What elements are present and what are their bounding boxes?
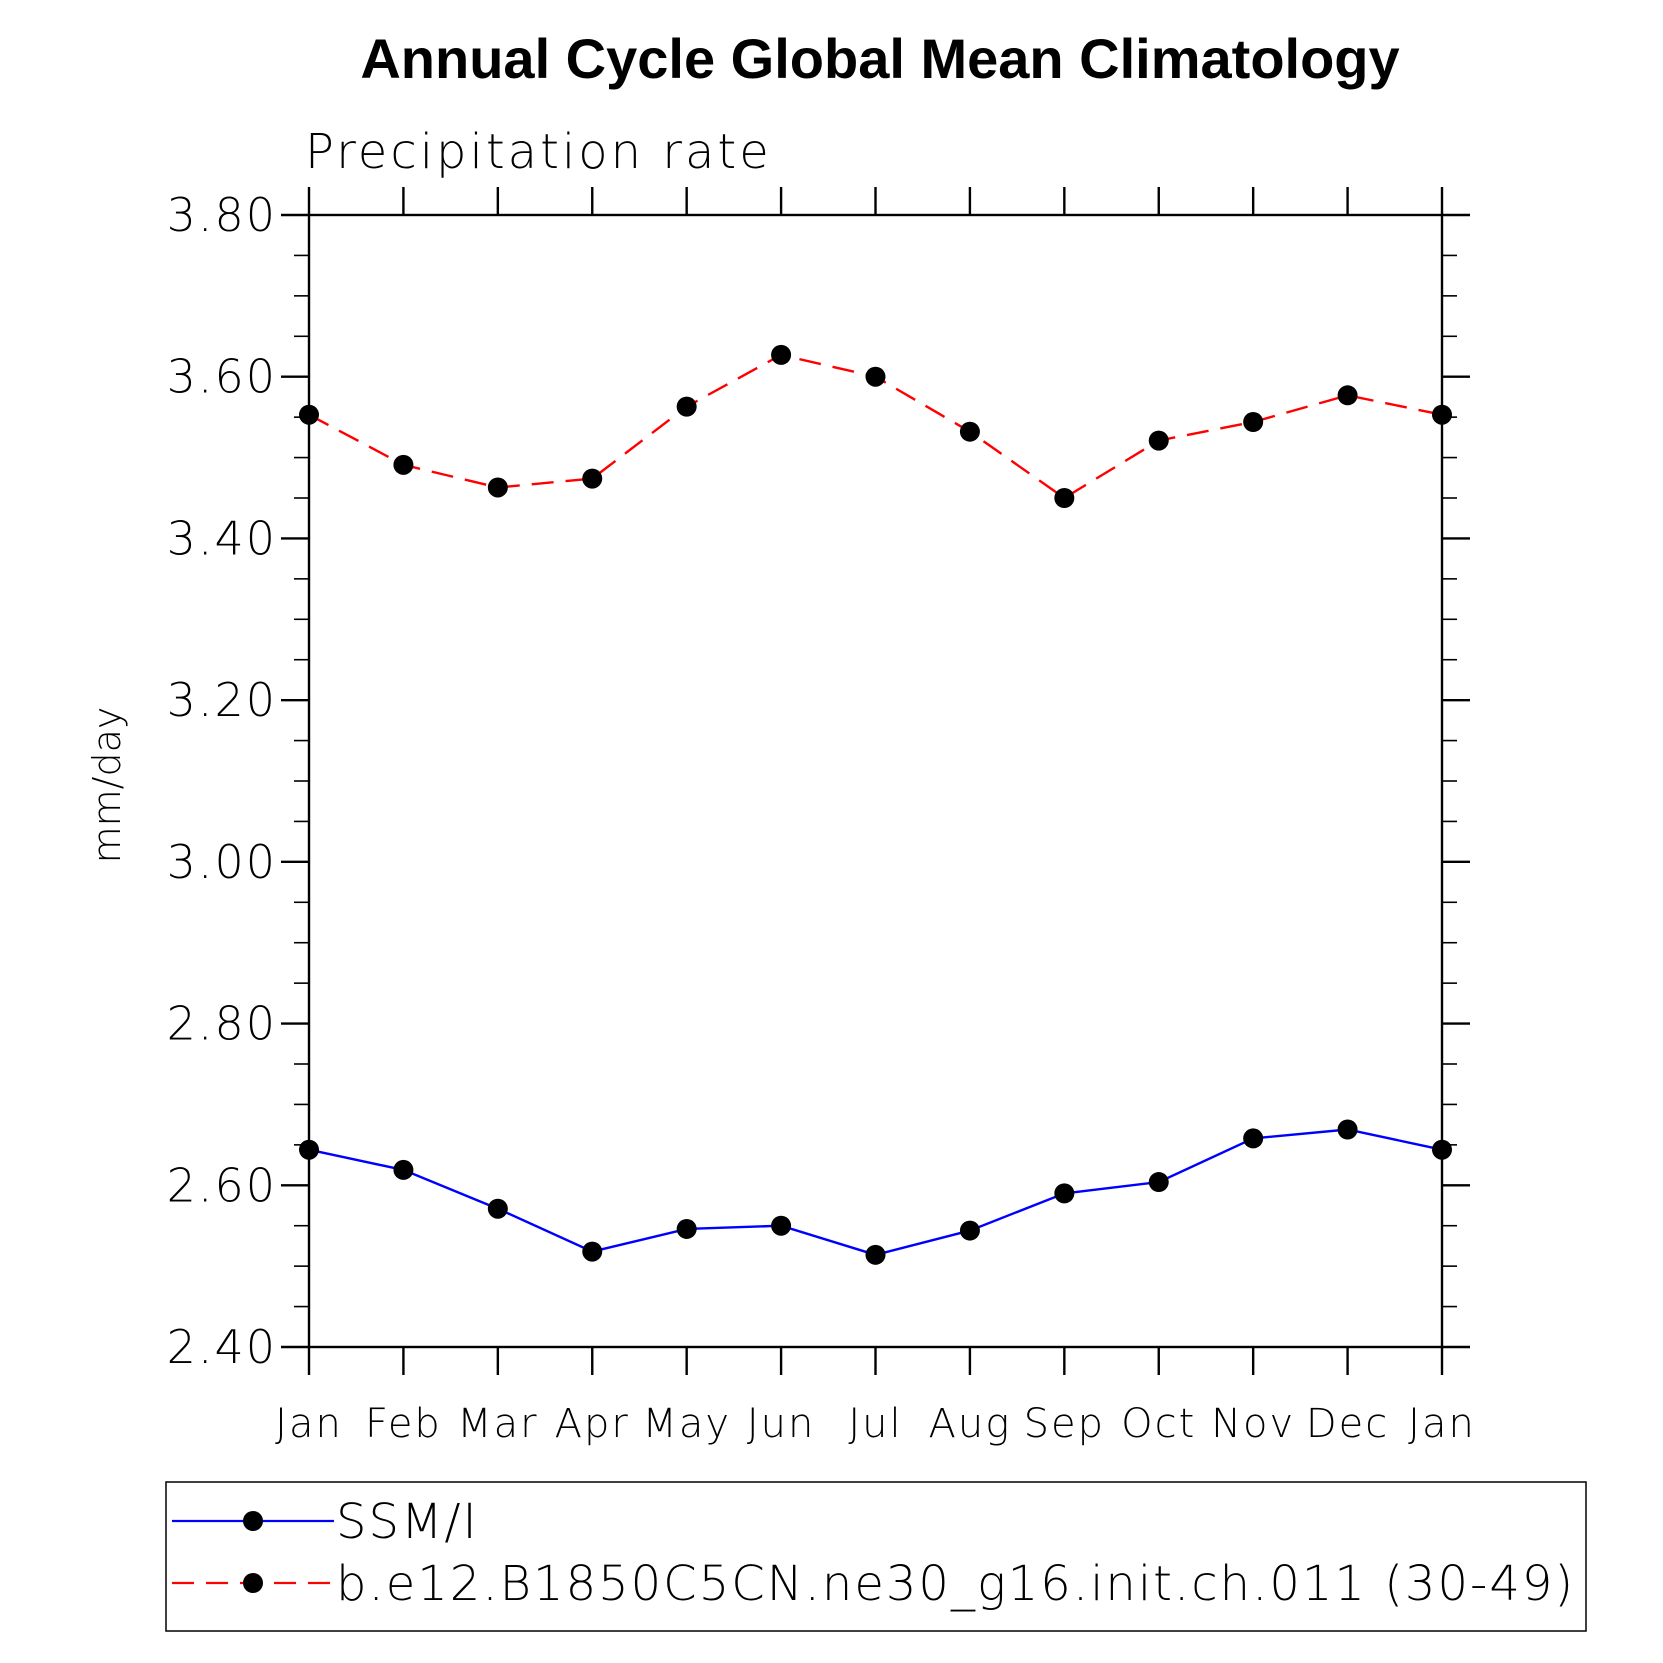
x-tick-label: Apr: [555, 1401, 630, 1447]
data-point-0-0: [299, 1139, 319, 1160]
series-layer: [299, 344, 1452, 1265]
data-point-1-5: [771, 344, 792, 365]
data-point-0-11: [1337, 1119, 1358, 1140]
data-point-0-3: [582, 1241, 603, 1262]
legend-label-ssmi: SSM/I: [336, 1494, 479, 1550]
data-point-1-8: [1054, 488, 1075, 508]
data-point-1-9: [1148, 430, 1169, 451]
data-point-1-1: [393, 454, 414, 475]
data-point-0-1: [393, 1159, 414, 1180]
x-tick-label: Jan: [275, 1401, 343, 1447]
y-tick-label: 2.60: [167, 1158, 277, 1212]
y-tick-label: 3.00: [167, 835, 277, 889]
x-tick-label: Sep: [1024, 1401, 1105, 1447]
x-tick-label: Mar: [457, 1401, 538, 1447]
data-point-1-7: [959, 421, 980, 442]
data-point-1-11: [1337, 385, 1358, 406]
data-point-0-7: [959, 1220, 980, 1241]
data-point-0-6: [865, 1244, 886, 1265]
x-tick-label: Oct: [1121, 1401, 1196, 1447]
chart-title: Annual Cycle Global Mean Climatology: [360, 27, 1399, 90]
data-point-0-2: [487, 1198, 508, 1219]
data-point-0-4: [676, 1218, 697, 1239]
y-tick-label: 3.60: [167, 350, 277, 404]
x-tick-label: Dec: [1306, 1401, 1389, 1447]
legend-box: [165, 1481, 1587, 1632]
data-point-0-8: [1054, 1183, 1075, 1204]
x-tick-label: Jul: [848, 1401, 902, 1447]
data-point-1-0: [299, 404, 319, 425]
data-point-1-10: [1243, 411, 1264, 432]
y-axis-label: mm/day: [85, 707, 129, 864]
y-tick-label: 3.40: [167, 511, 277, 565]
series-line-0: [308, 1128, 1443, 1257]
data-point-0-9: [1148, 1172, 1169, 1193]
legend-marker-model: [243, 1573, 263, 1593]
x-tick-label: Nov: [1211, 1401, 1295, 1447]
chart-subtitle: Precipitation rate: [305, 124, 772, 180]
data-point-1-3: [582, 468, 603, 489]
data-point-1-2: [487, 477, 508, 498]
x-tick-label: Aug: [929, 1401, 1012, 1447]
data-point-0-5: [771, 1215, 792, 1236]
data-point-0-12: [1432, 1139, 1452, 1160]
x-tick-label: Jan: [1408, 1401, 1476, 1447]
data-point-1-4: [676, 396, 697, 417]
y-tick-label: 2.80: [167, 997, 277, 1051]
data-point-1-6: [865, 366, 886, 387]
axes: 2.40 2.60 2.80 3.00 3.20 3.40 3.60 3.80 Jan Feb Ma…: [167, 187, 1476, 1447]
x-tick-label: Feb: [365, 1401, 442, 1447]
x-tick-label: May: [642, 1401, 731, 1447]
data-point-1-12: [1432, 404, 1452, 425]
legend-label-model: b.e12.B1850C5CN.ne30_g16.init.ch.011 (30…: [336, 1556, 1575, 1612]
legend-marker-ssmi: [243, 1511, 263, 1531]
data-point-0-10: [1243, 1128, 1264, 1149]
y-tick-label: 3.80: [167, 188, 277, 242]
y-tick-label: 3.20: [167, 673, 277, 727]
x-tick-label: Jun: [747, 1401, 816, 1447]
legend: SSM/I b.e12.B1850C5CN.ne30_g16.init.ch.0…: [165, 1481, 1587, 1632]
y-tick-label: 2.40: [167, 1320, 277, 1374]
